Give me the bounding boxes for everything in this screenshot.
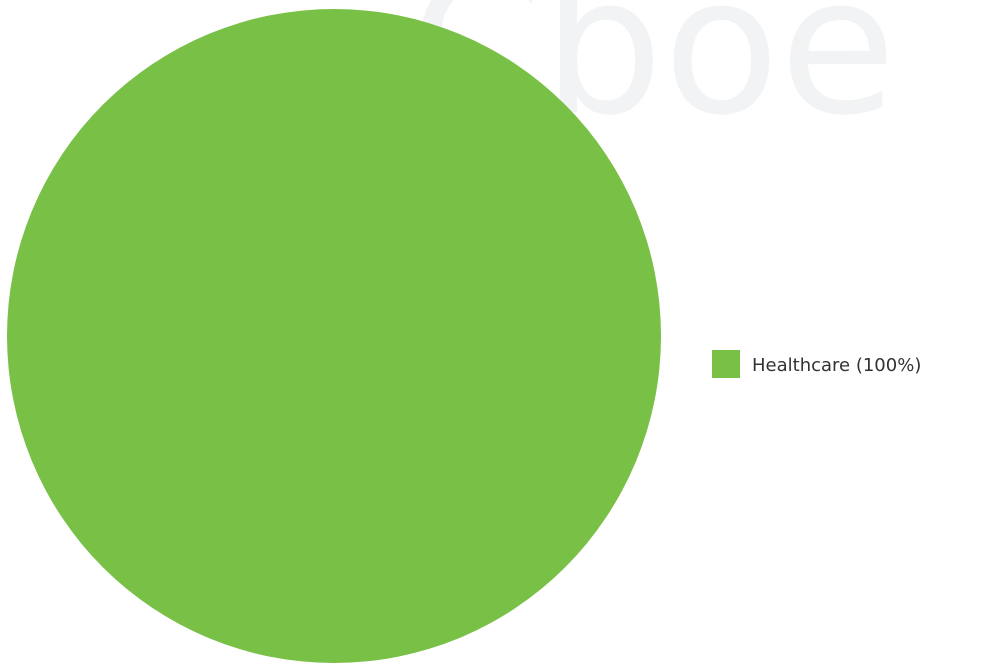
pie-slice-0 bbox=[7, 9, 661, 663]
legend-swatch-0 bbox=[712, 350, 740, 378]
legend: Healthcare (100%) bbox=[712, 350, 921, 378]
pie-slices bbox=[7, 9, 661, 663]
legend-label-0: Healthcare (100%) bbox=[752, 355, 921, 376]
